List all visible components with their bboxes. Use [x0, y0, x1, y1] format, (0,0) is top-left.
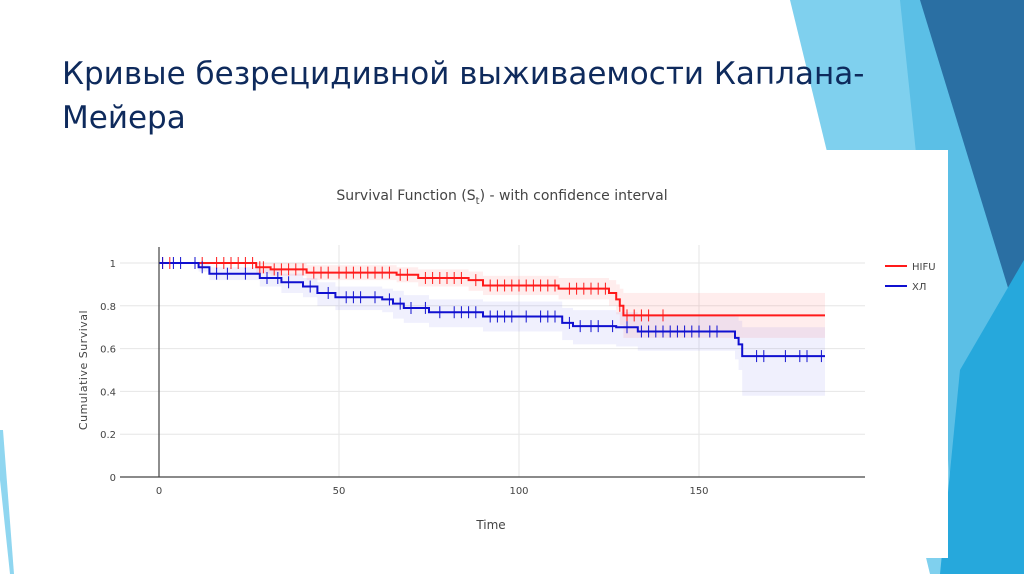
- confidence-band: [573, 310, 617, 345]
- x-tick-label: 100: [509, 486, 528, 497]
- confidence-band: [562, 307, 573, 341]
- survival-line-1: [159, 262, 825, 358]
- slide-title: Кривые безрецидивной выживаемости Каплан…: [62, 56, 865, 136]
- y-axis-label: Cumulative Survival: [77, 310, 90, 430]
- y-tick-label: 0.8: [100, 302, 116, 313]
- chart-title: Survival Function (St) - with confidence…: [336, 188, 667, 207]
- confidence-band: [403, 295, 429, 323]
- y-tick-label: 0: [110, 473, 116, 484]
- y-tick-label: 0.2: [100, 430, 116, 441]
- x-tick-label: 50: [333, 486, 346, 497]
- y-tick-label: 0.6: [100, 345, 116, 356]
- confidence-band: [281, 273, 303, 293]
- chart-panel: Survival Function (St) - with confidence…: [40, 150, 948, 558]
- legend-label: HIFU: [912, 262, 936, 273]
- deco-dark-triangle: [920, 0, 1024, 340]
- confidence-band: [619, 288, 624, 326]
- confidence-band: [637, 314, 735, 351]
- confidence-band: [382, 288, 393, 313]
- confidence-band: [393, 290, 404, 319]
- x-axis-label: Time: [475, 518, 505, 532]
- deco-left-line: [0, 430, 14, 574]
- x-tick-label: 0: [156, 486, 162, 497]
- deco-blue-triangle: [940, 260, 1024, 574]
- confidence-band: [429, 299, 483, 328]
- confidence-band: [742, 327, 825, 396]
- x-tick-label: 150: [689, 486, 708, 497]
- y-tick-label: 0.4: [100, 387, 116, 398]
- y-tick-label: 1: [110, 259, 116, 270]
- confidence-band: [335, 286, 383, 311]
- survival-chart: Survival Function (St) - with confidence…: [77, 188, 936, 532]
- legend: HIFU ХЛ: [885, 262, 936, 293]
- confidence-band: [317, 282, 336, 306]
- legend-label: ХЛ: [912, 282, 926, 293]
- confidence-band: [738, 320, 743, 370]
